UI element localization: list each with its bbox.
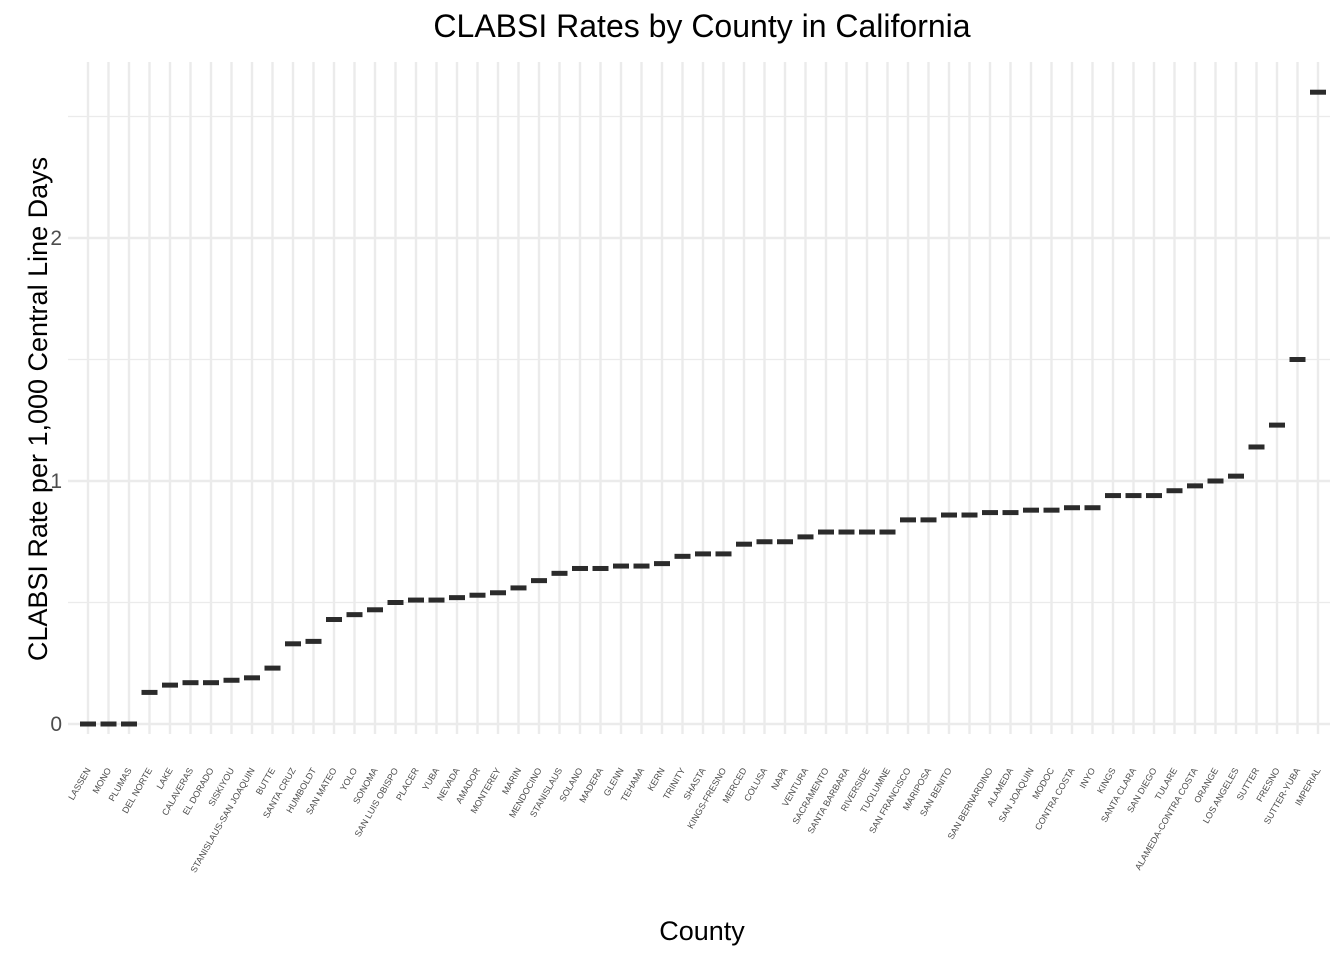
data-mark (449, 595, 465, 601)
x-tick-label: KERN (646, 766, 667, 793)
data-mark (264, 665, 281, 671)
data-mark (961, 512, 978, 518)
data-mark (80, 721, 96, 727)
data-mark (654, 561, 670, 567)
y-tick-label: 0 (50, 713, 62, 736)
data-mark (510, 585, 527, 591)
data-marks (80, 89, 1326, 727)
data-mark (818, 529, 834, 535)
data-mark (695, 551, 711, 557)
data-mark (941, 512, 957, 518)
data-mark (326, 617, 342, 623)
data-mark (572, 565, 588, 571)
data-mark (613, 563, 629, 569)
data-mark (982, 510, 998, 516)
data-mark (1146, 493, 1162, 499)
x-tick-label: YOLO (338, 766, 359, 793)
data-mark (346, 612, 363, 618)
data-mark (797, 534, 814, 540)
data-mark (1043, 507, 1060, 513)
data-mark (1023, 507, 1039, 513)
x-axis-title: County (659, 916, 745, 946)
data-mark (900, 517, 916, 523)
data-mark (1228, 473, 1244, 479)
data-mark (777, 539, 793, 545)
data-mark (244, 675, 260, 681)
grid-layer (68, 62, 1330, 734)
data-mark (1064, 505, 1080, 511)
data-mark (490, 590, 506, 596)
y-axis-title: CLABSI Rate per 1,000 Central Line Days (23, 157, 53, 661)
data-mark (1207, 478, 1224, 484)
data-mark (879, 529, 896, 535)
data-mark (715, 551, 732, 557)
data-mark (408, 597, 424, 603)
data-mark (1248, 444, 1265, 450)
data-mark (203, 680, 219, 686)
data-mark (674, 553, 691, 559)
y-tick-label: 1 (50, 470, 62, 493)
data-mark (1166, 488, 1183, 494)
data-mark (1187, 483, 1203, 489)
data-mark (633, 563, 650, 569)
data-mark (1084, 505, 1101, 511)
data-mark (1002, 510, 1019, 516)
data-mark (1269, 422, 1285, 428)
x-tick-label: INYO (1078, 766, 1098, 790)
y-tick-label: 2 (50, 227, 62, 250)
data-mark (469, 592, 486, 598)
data-mark (305, 638, 322, 644)
x-tick-label: NAPA (769, 766, 790, 792)
data-mark (838, 529, 855, 535)
data-mark (551, 570, 568, 576)
data-mark (736, 541, 752, 547)
x-tick-label: LASSEN (66, 766, 92, 802)
data-mark (100, 721, 117, 727)
x-tick-label: LAKE (155, 766, 175, 791)
data-mark (223, 677, 240, 683)
data-mark (182, 680, 199, 686)
data-mark (859, 529, 875, 535)
data-mark (1125, 493, 1142, 499)
data-mark (1105, 493, 1121, 499)
data-mark (141, 689, 158, 695)
data-mark (592, 565, 609, 571)
x-tick-label: YUBA (420, 766, 441, 792)
chart-title: CLABSI Rates by County in California (433, 8, 971, 44)
data-mark (121, 721, 137, 727)
data-mark (285, 641, 301, 647)
data-mark (367, 607, 383, 613)
data-mark (1310, 89, 1326, 95)
data-mark (1289, 357, 1306, 362)
y-axis-ticks: 0 1 2 (50, 227, 62, 736)
data-mark (920, 517, 937, 523)
data-mark (162, 682, 178, 688)
data-mark (428, 597, 445, 603)
data-mark (387, 600, 404, 605)
data-mark (531, 578, 547, 584)
data-mark (756, 539, 773, 545)
